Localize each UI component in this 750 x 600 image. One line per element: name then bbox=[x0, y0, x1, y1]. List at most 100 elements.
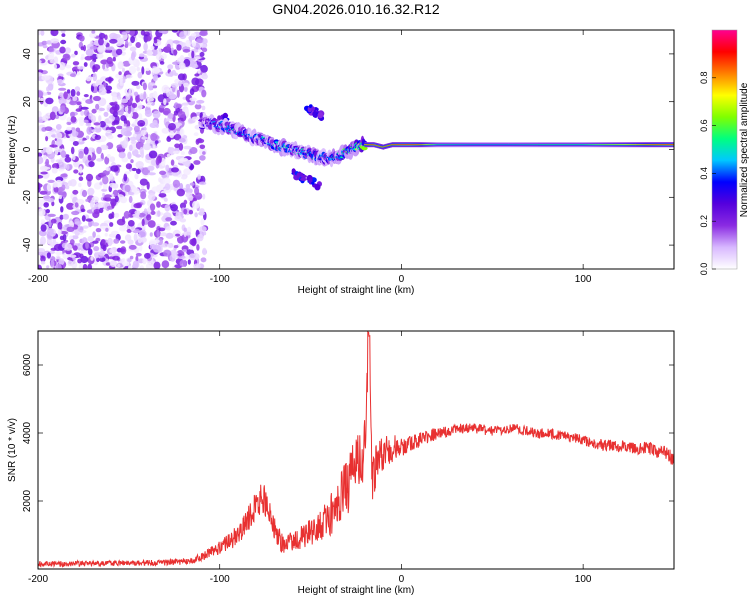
noise-cell bbox=[75, 108, 82, 112]
noise-cell bbox=[119, 226, 127, 232]
snr-panel: -200 -100 0 100 2000 4000 6000 Height of stra… bbox=[7, 330, 675, 596]
noise-cell bbox=[125, 92, 131, 101]
noise-cell bbox=[183, 208, 188, 215]
side-band-cell bbox=[300, 177, 307, 181]
noise-cell bbox=[65, 185, 70, 190]
noise-cell bbox=[142, 82, 147, 91]
noise-cell bbox=[198, 48, 202, 53]
noise-cell bbox=[164, 183, 171, 191]
noise-cell bbox=[122, 261, 130, 267]
noise-cell bbox=[127, 105, 132, 114]
noise-cell bbox=[185, 192, 193, 198]
noise-cell bbox=[136, 84, 141, 90]
noise-cell bbox=[176, 44, 182, 51]
noise-cell bbox=[133, 91, 139, 97]
noise-cell bbox=[199, 112, 203, 118]
noise-cell bbox=[189, 88, 195, 96]
spectrogram-y-label: Frequency (Hz) bbox=[7, 116, 18, 185]
noise-cell bbox=[40, 260, 46, 265]
noise-cell bbox=[166, 39, 174, 45]
side-band-cell bbox=[311, 106, 315, 111]
noise-cell bbox=[128, 244, 137, 250]
noise-cell bbox=[191, 77, 200, 86]
noise-cell bbox=[142, 143, 152, 151]
spectrogram-ridge-cells bbox=[197, 104, 674, 191]
noise-cell bbox=[86, 126, 92, 135]
noise-cell bbox=[97, 45, 106, 54]
noise-cell bbox=[92, 240, 99, 244]
noise-cell bbox=[70, 146, 75, 155]
noise-cell bbox=[92, 222, 100, 227]
noise-cell bbox=[100, 239, 106, 245]
noise-cell bbox=[128, 41, 133, 47]
noise-cell bbox=[91, 129, 96, 133]
noise-cell bbox=[141, 136, 148, 140]
noise-cell bbox=[134, 210, 141, 215]
noise-cell bbox=[123, 210, 130, 219]
noise-cell bbox=[179, 157, 188, 162]
noise-cell bbox=[119, 196, 128, 204]
noise-cell bbox=[169, 71, 174, 77]
colorbar: 0.0 0.2 0.4 0.6 0.8 Normalized spectral ampl… bbox=[699, 29, 750, 275]
noise-cell bbox=[85, 218, 93, 222]
spectrogram-y-ticks: 40 20 0 -20 -40 bbox=[22, 48, 674, 252]
noise-cell bbox=[122, 67, 125, 73]
noise-cell bbox=[96, 79, 103, 85]
noise-cell bbox=[202, 231, 207, 236]
noise-cell bbox=[139, 53, 145, 58]
noise-cell bbox=[125, 163, 132, 170]
noise-cell bbox=[180, 175, 187, 180]
noise-cell bbox=[72, 153, 76, 161]
noise-cell bbox=[73, 169, 79, 174]
noise-cell bbox=[98, 84, 105, 92]
noise-cell bbox=[191, 50, 195, 59]
noise-cell bbox=[145, 67, 150, 72]
noise-cell bbox=[178, 62, 186, 70]
noise-cell bbox=[105, 77, 114, 82]
noise-cell bbox=[89, 46, 98, 50]
noise-cell bbox=[131, 102, 137, 108]
noise-cell bbox=[201, 89, 207, 98]
noise-cell bbox=[163, 98, 167, 106]
noise-cell bbox=[199, 144, 206, 150]
noise-cell bbox=[88, 221, 93, 228]
noise-cell bbox=[43, 202, 49, 208]
noise-cell bbox=[188, 209, 194, 215]
noise-cell bbox=[171, 30, 178, 33]
noise-cell bbox=[64, 156, 72, 163]
noise-cell bbox=[60, 206, 64, 213]
noise-cell bbox=[165, 164, 170, 172]
noise-cell bbox=[46, 86, 50, 92]
noise-cell bbox=[192, 200, 200, 209]
noise-cell bbox=[152, 110, 161, 119]
noise-cell bbox=[172, 61, 180, 65]
noise-cell bbox=[85, 173, 94, 182]
noise-cell bbox=[172, 150, 180, 154]
noise-cell bbox=[136, 168, 141, 175]
noise-cell bbox=[146, 49, 153, 56]
noise-cell bbox=[84, 55, 93, 61]
noise-cell bbox=[196, 37, 205, 44]
noise-cell bbox=[149, 243, 156, 250]
noise-cell bbox=[38, 152, 43, 158]
noise-cell bbox=[58, 92, 64, 98]
noise-cell bbox=[160, 243, 169, 248]
noise-cell bbox=[38, 60, 42, 64]
noise-cell bbox=[117, 134, 123, 138]
noise-cell bbox=[58, 258, 65, 266]
noise-cell bbox=[176, 89, 180, 98]
noise-cell bbox=[140, 30, 146, 36]
noise-cell bbox=[75, 198, 85, 205]
noise-cell bbox=[38, 30, 41, 36]
noise-cell bbox=[91, 30, 96, 34]
noise-cell bbox=[190, 33, 197, 37]
noise-cell bbox=[166, 226, 171, 231]
noise-cell bbox=[66, 126, 72, 131]
noise-cell bbox=[51, 201, 55, 207]
noise-cell bbox=[83, 44, 86, 52]
side-band-cell bbox=[296, 172, 300, 179]
noise-cell bbox=[88, 161, 95, 168]
noise-cell bbox=[173, 245, 179, 249]
noise-cell bbox=[137, 71, 143, 79]
noise-cell bbox=[72, 137, 76, 141]
